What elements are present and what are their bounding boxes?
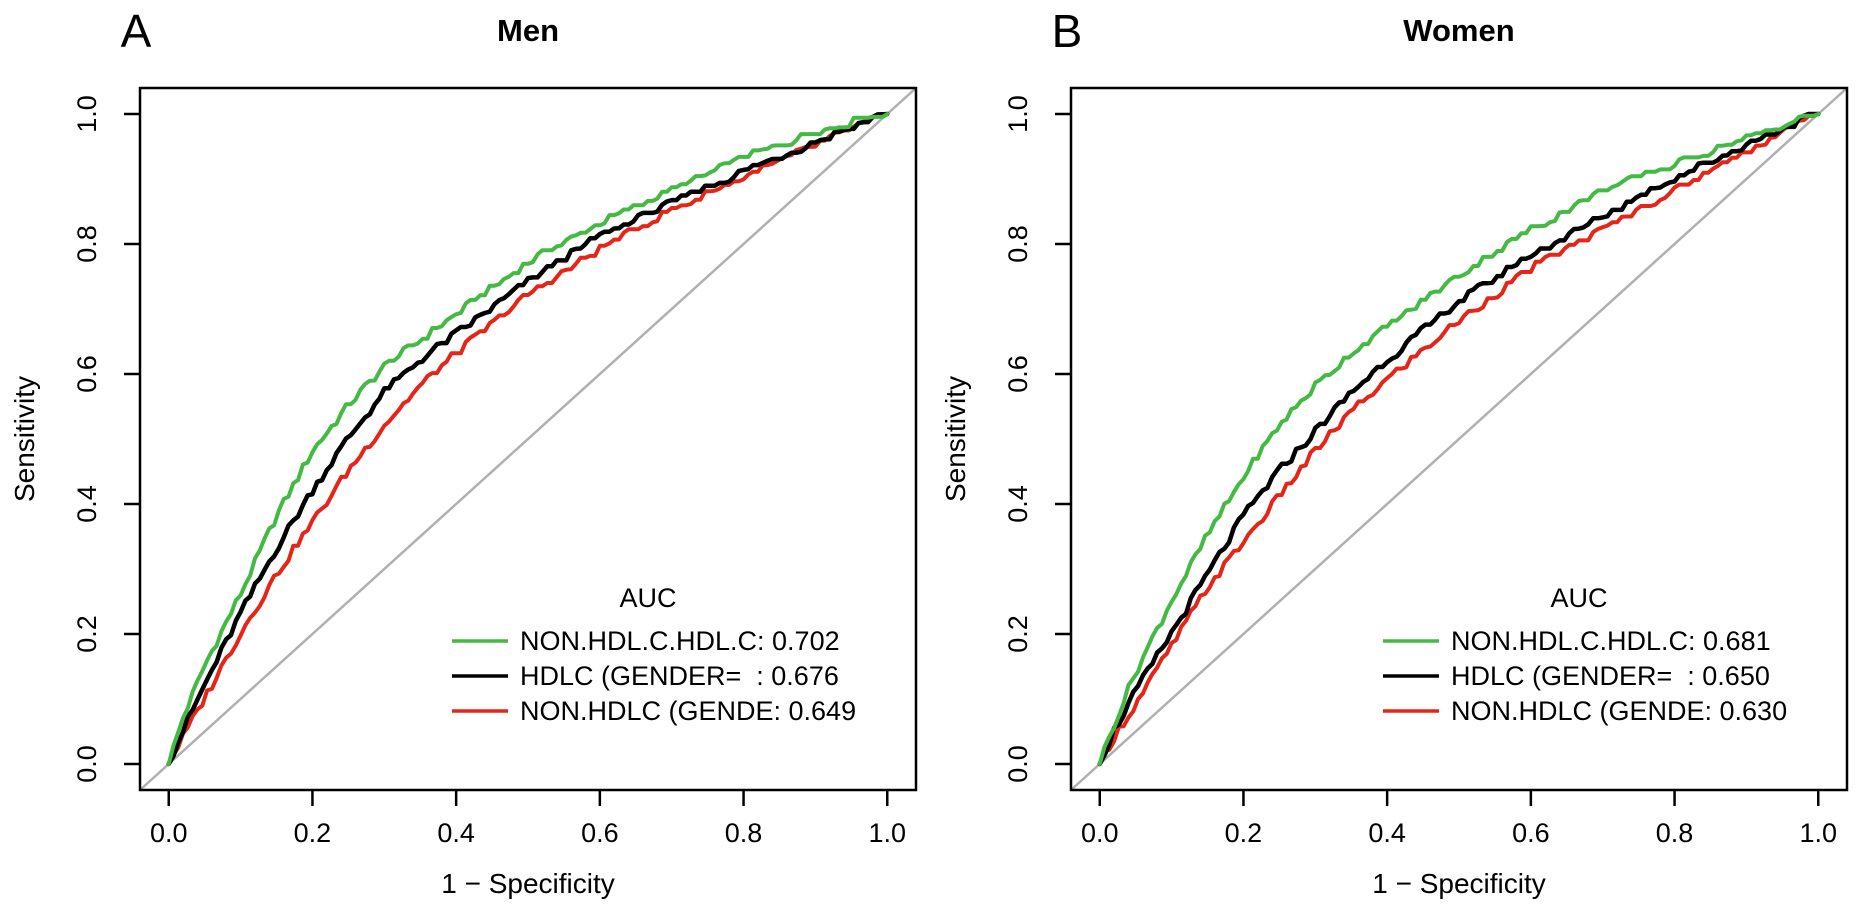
- x-tick-label: 0.2: [1225, 818, 1263, 848]
- x-tick-label: 0.0: [150, 818, 188, 848]
- legend-label-red: NON.HDLC (GENDE: 0.630: [1451, 696, 1787, 726]
- x-tick-label: 0.4: [1368, 818, 1406, 848]
- panel-women: B Women 0.0 0.2 0.4 0.6 0.8 1.0 0.0 0.2 0.4 0.6 0…: [931, 0, 1862, 918]
- roc-curve-hdlc-gender-: [166, 111, 890, 767]
- roc-curve-non-hdlc-gende: [166, 112, 890, 766]
- panel-men: A Men 0.0 0.2 0.4 0.6 0.8 1.0 0.0 0.2 0.4 0.6 0.8…: [9, 5, 918, 899]
- y-tick-label: 0.2: [1003, 615, 1033, 653]
- roc-plot-women: B Women 0.0 0.2 0.4 0.6 0.8 1.0 0.00.20.40.60…: [940, 5, 1849, 899]
- y-axis-label: Sensitivity: [940, 376, 971, 502]
- roc-plot-men: A Men 0.0 0.2 0.4 0.6 0.8 1.0 0.0 0.2 0.4 0.6 0.8…: [9, 5, 918, 899]
- y-tick-label: 0.4: [72, 485, 102, 523]
- x-tick-label: 0.6: [1512, 818, 1550, 848]
- plot-area-border: [138, 86, 918, 792]
- y-tick-label: 1.0: [1003, 95, 1033, 133]
- roc-curves: [166, 111, 890, 767]
- y-axis-label: Sensitivity: [9, 376, 40, 502]
- panel-title: Women: [1403, 13, 1514, 48]
- y-axis: 0.0 0.2 0.4 0.6 0.8 1.0: [1003, 95, 1071, 783]
- x-tick-label: 0.8: [725, 818, 763, 848]
- legend-label-black: HDLC (GENDER= : 0.676: [520, 661, 839, 691]
- panel-letter: B: [1052, 5, 1083, 57]
- roc-curve-non-hdl-c-hdl-c: [1097, 112, 1821, 766]
- roc-curve-non-hdlc-gende: [1097, 112, 1821, 766]
- legend: AUC NON.HDL.C.HDL.C: 0.681 HDLC (GENDER=…: [1383, 583, 1787, 726]
- panel-title: Men: [497, 13, 559, 48]
- y-axis: 0.0 0.2 0.4 0.6 0.8 1.0: [72, 95, 140, 783]
- legend: AUC NON.HDL.C.HDL.C: 0.702 HDLC (GENDER=…: [452, 583, 856, 726]
- diagonal-reference-line: [1070, 87, 1848, 791]
- x-tick-label: 1.0: [1799, 818, 1837, 848]
- legend-label-black: HDLC (GENDER= : 0.650: [1451, 661, 1770, 691]
- x-axis: 0.0 0.2 0.4 0.6 0.8 1.0: [1081, 790, 1837, 848]
- panel-letter: A: [121, 5, 152, 57]
- legend-label-green: NON.HDL.C.HDL.C: 0.681: [1451, 626, 1771, 656]
- x-axis-label: 1 − Specificity: [441, 868, 615, 899]
- x-tick-label: 0.6: [581, 818, 619, 848]
- y-tick-label: 0.6: [1003, 355, 1033, 393]
- roc-curves: [1097, 111, 1821, 767]
- x-tick-label: 1.0: [868, 818, 906, 848]
- diagonal-reference-line: [139, 87, 917, 791]
- y-tick-label: 0.4: [1003, 485, 1033, 523]
- y-tick-label: 0.6: [72, 355, 102, 393]
- x-tick-label: 0.2: [294, 818, 332, 848]
- x-tick-label: 0.8: [1656, 818, 1694, 848]
- x-tick-label: 0.4: [437, 818, 475, 848]
- y-tick-label: 0.2: [72, 615, 102, 653]
- y-tick-label: 0.8: [72, 225, 102, 263]
- x-tick-label: 0.0: [1081, 818, 1119, 848]
- legend-label-red: NON.HDLC (GENDE: 0.649: [520, 696, 856, 726]
- roc-curve-non-hdl-c-hdl-c: [166, 112, 890, 766]
- y-tick-label: 0.0: [72, 745, 102, 783]
- y-tick-label: 0.0: [1003, 745, 1033, 783]
- y-tick-label: 0.8: [1003, 225, 1033, 263]
- plot-area-border: [1069, 86, 1849, 792]
- legend-label-green: NON.HDL.C.HDL.C: 0.702: [520, 626, 840, 656]
- legend-title: AUC: [1550, 583, 1607, 613]
- roc-curve-hdlc-gender-: [1097, 111, 1821, 767]
- y-tick-label: 1.0: [72, 95, 102, 133]
- legend-title: AUC: [619, 583, 676, 613]
- x-axis-label: 1 − Specificity: [1372, 868, 1546, 899]
- x-axis: 0.0 0.2 0.4 0.6 0.8 1.0: [150, 790, 906, 848]
